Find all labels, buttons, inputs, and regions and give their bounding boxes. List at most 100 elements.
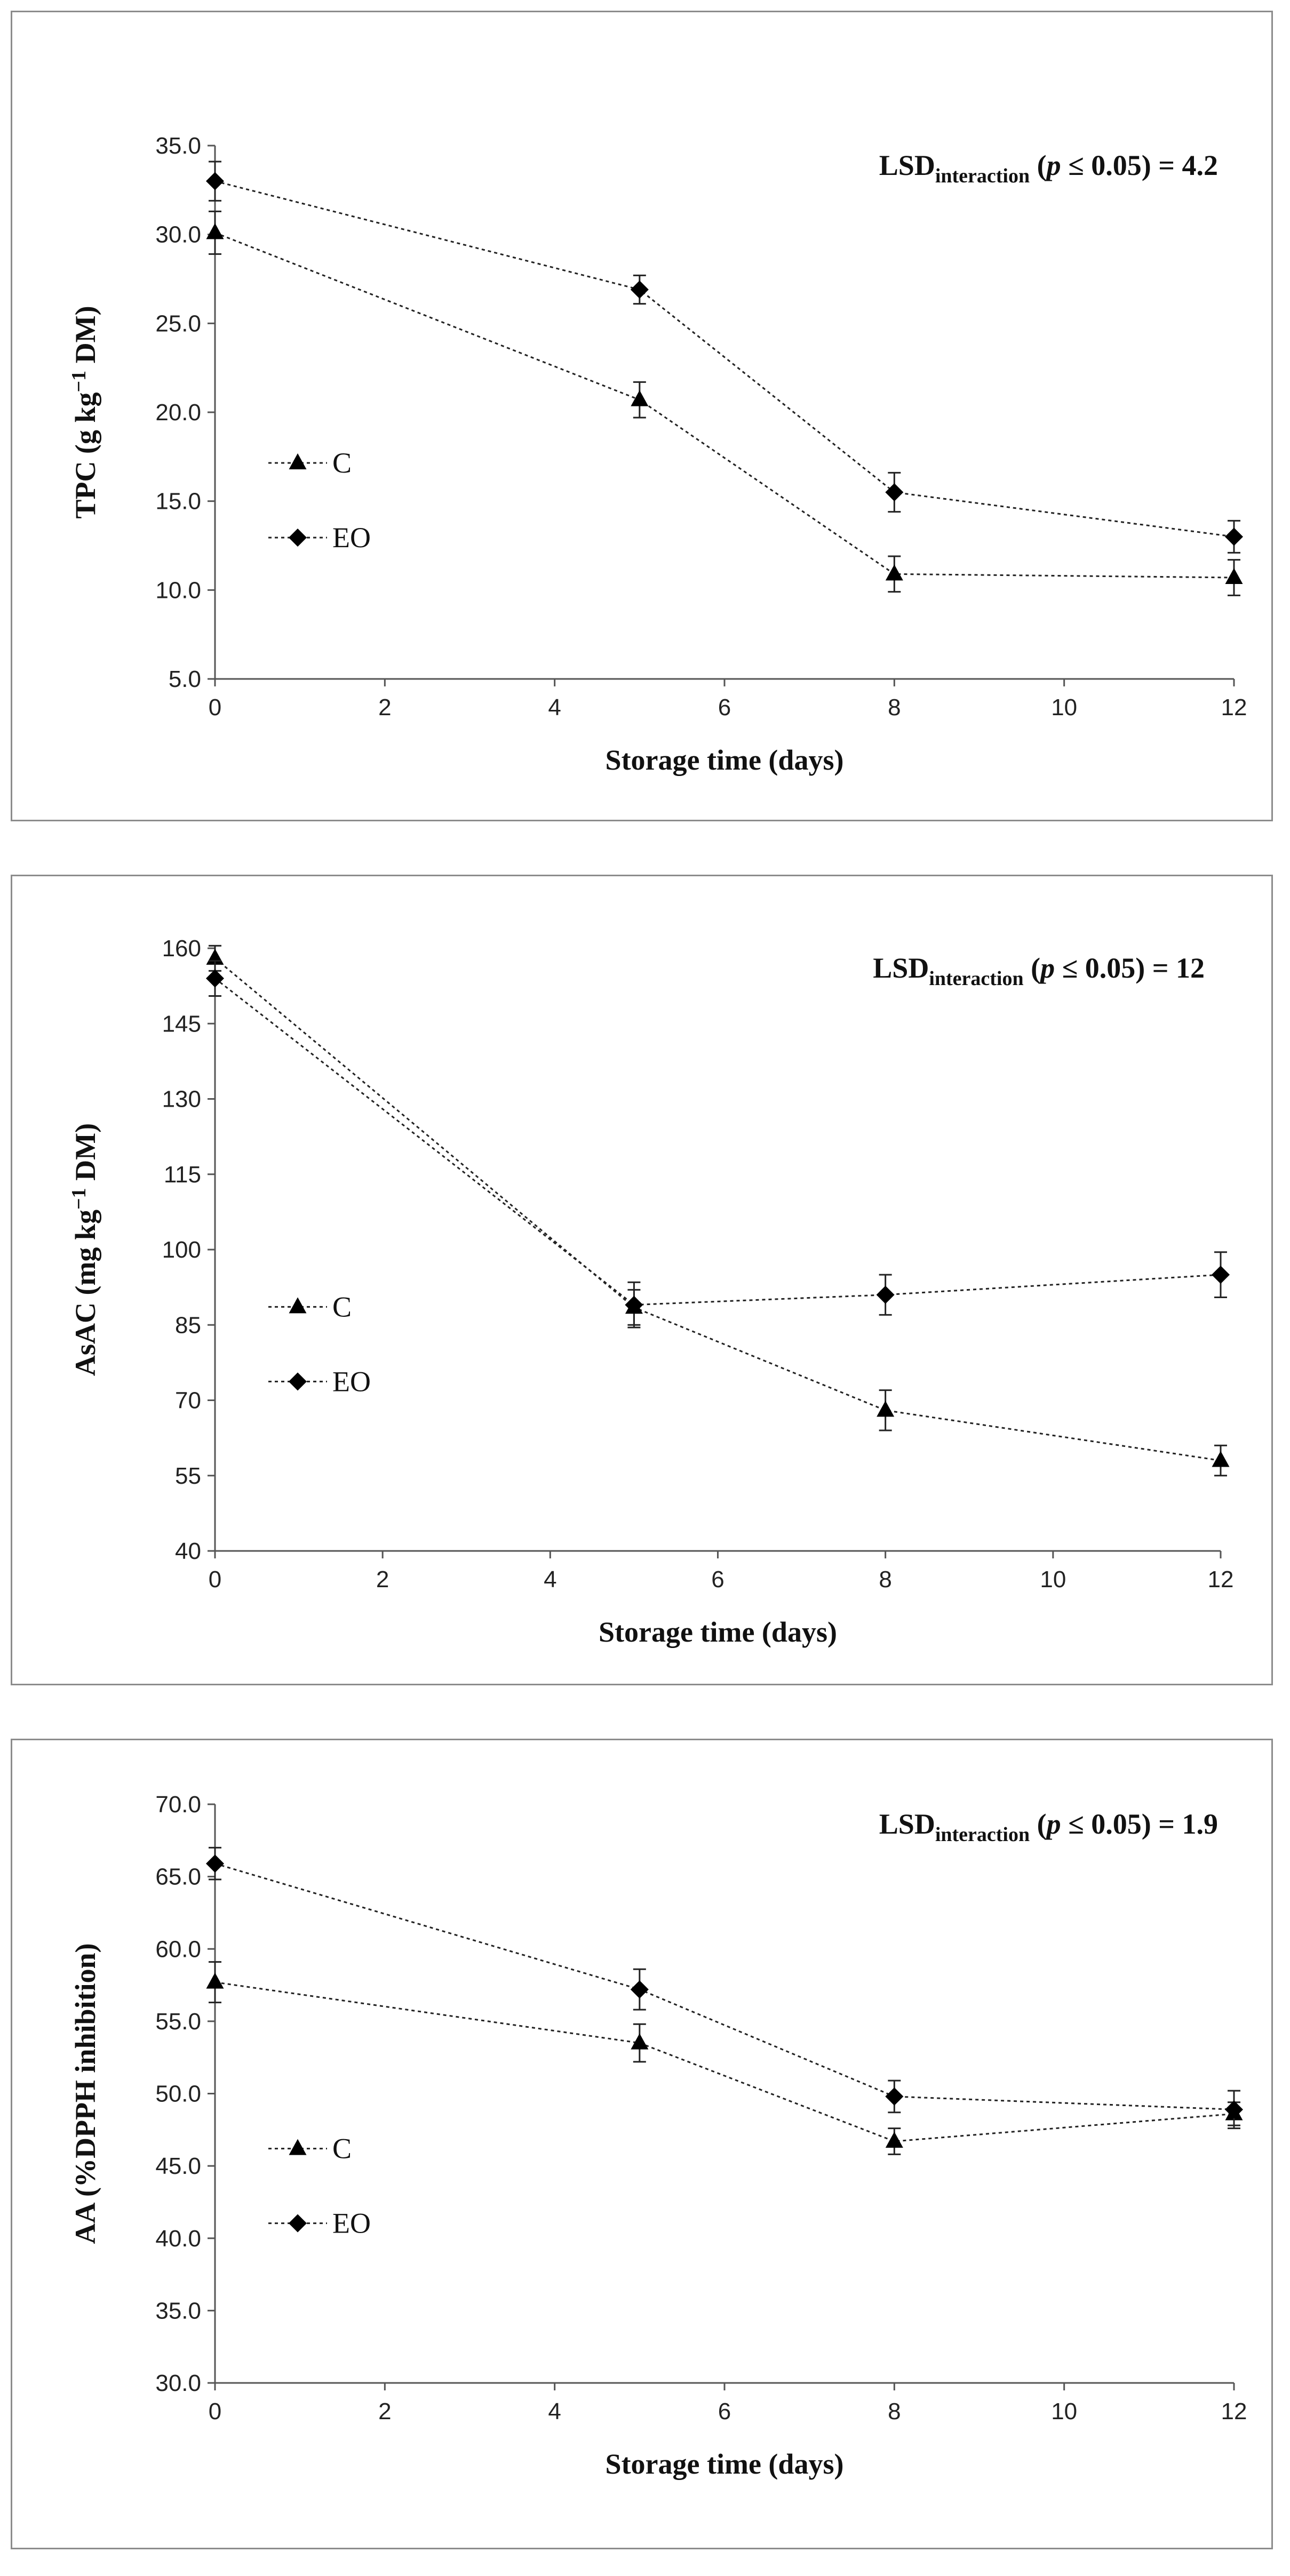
data-point-eo	[630, 281, 649, 299]
y-tick-label: 30.0	[155, 2370, 201, 2396]
legend-marker-eo	[289, 529, 307, 547]
legend-marker-c	[289, 2139, 307, 2155]
legend-label: EO	[332, 522, 371, 554]
x-tick-label: 0	[209, 694, 221, 721]
y-tick-label: 30.0	[155, 222, 201, 248]
x-axis-label: Storage time (days)	[606, 2448, 844, 2480]
x-tick-label: 4	[544, 1566, 556, 1593]
y-tick-label: 55	[175, 1463, 201, 1489]
x-tick-label: 10	[1051, 2398, 1077, 2425]
y-tick-label: 10.0	[155, 577, 201, 603]
legend-marker-c	[289, 453, 307, 469]
y-tick-label: 70.0	[155, 1791, 201, 1818]
data-point-c	[885, 564, 903, 581]
y-axis-label: AsAC (mg kg−1 DM)	[68, 1123, 101, 1376]
y-tick-label: 15.0	[155, 489, 201, 515]
x-axis-label: Storage time (days)	[606, 744, 844, 776]
y-tick-label: 20.0	[155, 399, 201, 426]
lsd-annotation: LSDinteraction (p ≤ 0.05) = 1.9	[879, 1808, 1218, 1846]
x-tick-label: 8	[879, 1566, 891, 1593]
x-tick-label: 0	[209, 1566, 221, 1593]
data-point-eo	[1225, 527, 1243, 546]
y-tick-label: 160	[162, 935, 201, 962]
legend-label: C	[332, 2133, 352, 2165]
y-axis-label: TPC (g kg−1 DM)	[68, 306, 101, 518]
series-line-c	[214, 957, 1221, 1461]
data-point-eo	[885, 483, 904, 501]
data-point-c	[206, 1972, 224, 1989]
data-point-c	[631, 390, 649, 406]
data-point-eo	[625, 1295, 643, 1314]
x-tick-label: 6	[718, 694, 731, 721]
data-point-eo	[206, 969, 224, 988]
data-point-c	[1212, 1451, 1230, 1467]
y-tick-label: 130	[162, 1086, 201, 1113]
chart-tpc: 5.0 10.0 15.0 20.0 25.0 30.0 35.0 0 2 4 6 8 10 12 Stor…	[68, 133, 1247, 776]
y-axis-label: AA (%DPPH inhibition)	[69, 1943, 101, 2244]
data-point-eo	[876, 1285, 895, 1304]
data-point-eo	[1225, 2100, 1243, 2119]
x-tick-label: 10	[1040, 1566, 1066, 1593]
x-tick-label: 0	[209, 2398, 221, 2425]
x-tick-label: 2	[378, 694, 391, 721]
x-tick-label: 8	[888, 694, 901, 721]
y-tick-label: 35.0	[155, 133, 201, 159]
data-point-c	[877, 1401, 895, 1417]
chart-panel-asac: 40 55 70 85 100 115 130 145 160 0 2 4 6 8 10 12 Storage …	[11, 875, 1273, 1685]
x-tick-label: 6	[711, 1566, 724, 1593]
legend-marker-eo	[289, 2214, 307, 2233]
lsd-annotation: LSDinteraction (p ≤ 0.05) = 12	[873, 952, 1205, 990]
y-tick-label: 100	[162, 1237, 201, 1263]
data-point-eo	[885, 2087, 904, 2106]
legend-label: EO	[332, 1365, 371, 1397]
x-tick-label: 8	[888, 2398, 901, 2425]
x-axis-label: Storage time (days)	[599, 1616, 837, 1648]
y-tick-label: 35.0	[155, 2298, 201, 2324]
y-tick-label: 55.0	[155, 2009, 201, 2035]
series-line-c	[214, 231, 1235, 579]
lsd-annotation: LSDinteraction (p ≤ 0.05) = 4.2	[879, 149, 1218, 187]
chart-asac: 40 55 70 85 100 115 130 145 160 0 2 4 6 8 10 12 Storage …	[68, 935, 1234, 1648]
legend-marker-eo	[289, 1372, 307, 1391]
series-line-eo	[214, 180, 1235, 538]
data-point-c	[206, 223, 224, 239]
x-tick-label: 6	[718, 2398, 731, 2425]
data-point-c	[1225, 568, 1243, 584]
y-tick-label: 25.0	[155, 310, 201, 337]
y-tick-label: 60.0	[155, 1936, 201, 1962]
x-tick-label: 2	[378, 2398, 391, 2425]
chart-aa: 30.0 35.0 40.0 45.0 50.0 55.0 60.0 65.0 70.0 0 2 4 6…	[69, 1791, 1247, 2480]
y-tick-label: 40	[175, 1538, 201, 1564]
series-line-c	[214, 1981, 1235, 2142]
chart-panel-aa: 30.0 35.0 40.0 45.0 50.0 55.0 60.0 65.0 70.0 0 2 4 6…	[11, 1739, 1273, 2549]
series-line-eo	[214, 1862, 1235, 2110]
data-point-eo	[206, 1854, 224, 1873]
y-tick-label: 5.0	[169, 666, 201, 692]
y-tick-label: 50.0	[155, 2081, 201, 2107]
x-tick-label: 4	[548, 694, 561, 721]
x-tick-label: 12	[1208, 1566, 1234, 1593]
legend-label: C	[332, 1291, 352, 1323]
y-tick-label: 40.0	[155, 2226, 201, 2252]
y-tick-label: 70	[175, 1388, 201, 1414]
legend-marker-c	[289, 1297, 307, 1314]
y-tick-label: 65.0	[155, 1864, 201, 1890]
series-line-eo	[214, 978, 1221, 1306]
data-point-eo	[1212, 1266, 1230, 1284]
chart-panel-tpc: 5.0 10.0 15.0 20.0 25.0 30.0 35.0 0 2 4 6 8 10 12 Stor…	[11, 11, 1273, 821]
x-tick-label: 12	[1221, 2398, 1247, 2425]
x-tick-label: 2	[376, 1566, 389, 1593]
data-point-c	[631, 2033, 649, 2050]
y-tick-label: 115	[164, 1162, 201, 1188]
x-tick-label: 4	[548, 2398, 561, 2425]
legend-label: EO	[332, 2207, 371, 2239]
y-tick-label: 45.0	[155, 2153, 201, 2179]
x-tick-label: 10	[1051, 694, 1077, 721]
y-tick-label: 85	[175, 1312, 201, 1338]
legend-label: C	[332, 447, 352, 479]
data-point-eo	[206, 172, 224, 190]
data-point-eo	[630, 1980, 649, 1999]
x-tick-label: 12	[1221, 694, 1247, 721]
y-tick-label: 145	[162, 1011, 201, 1037]
data-point-c	[885, 2132, 903, 2148]
